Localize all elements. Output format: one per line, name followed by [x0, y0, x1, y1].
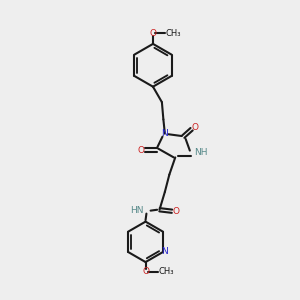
Text: O: O: [192, 123, 199, 132]
Text: O: O: [172, 207, 179, 216]
Text: O: O: [142, 267, 149, 276]
Text: CH₃: CH₃: [158, 267, 173, 276]
Text: O: O: [138, 146, 145, 154]
Text: NH: NH: [195, 148, 208, 158]
Text: CH₃: CH₃: [166, 29, 181, 38]
Text: N: N: [161, 248, 168, 256]
Text: O: O: [149, 29, 157, 38]
Text: N: N: [161, 129, 168, 138]
Text: HN: HN: [130, 206, 143, 215]
